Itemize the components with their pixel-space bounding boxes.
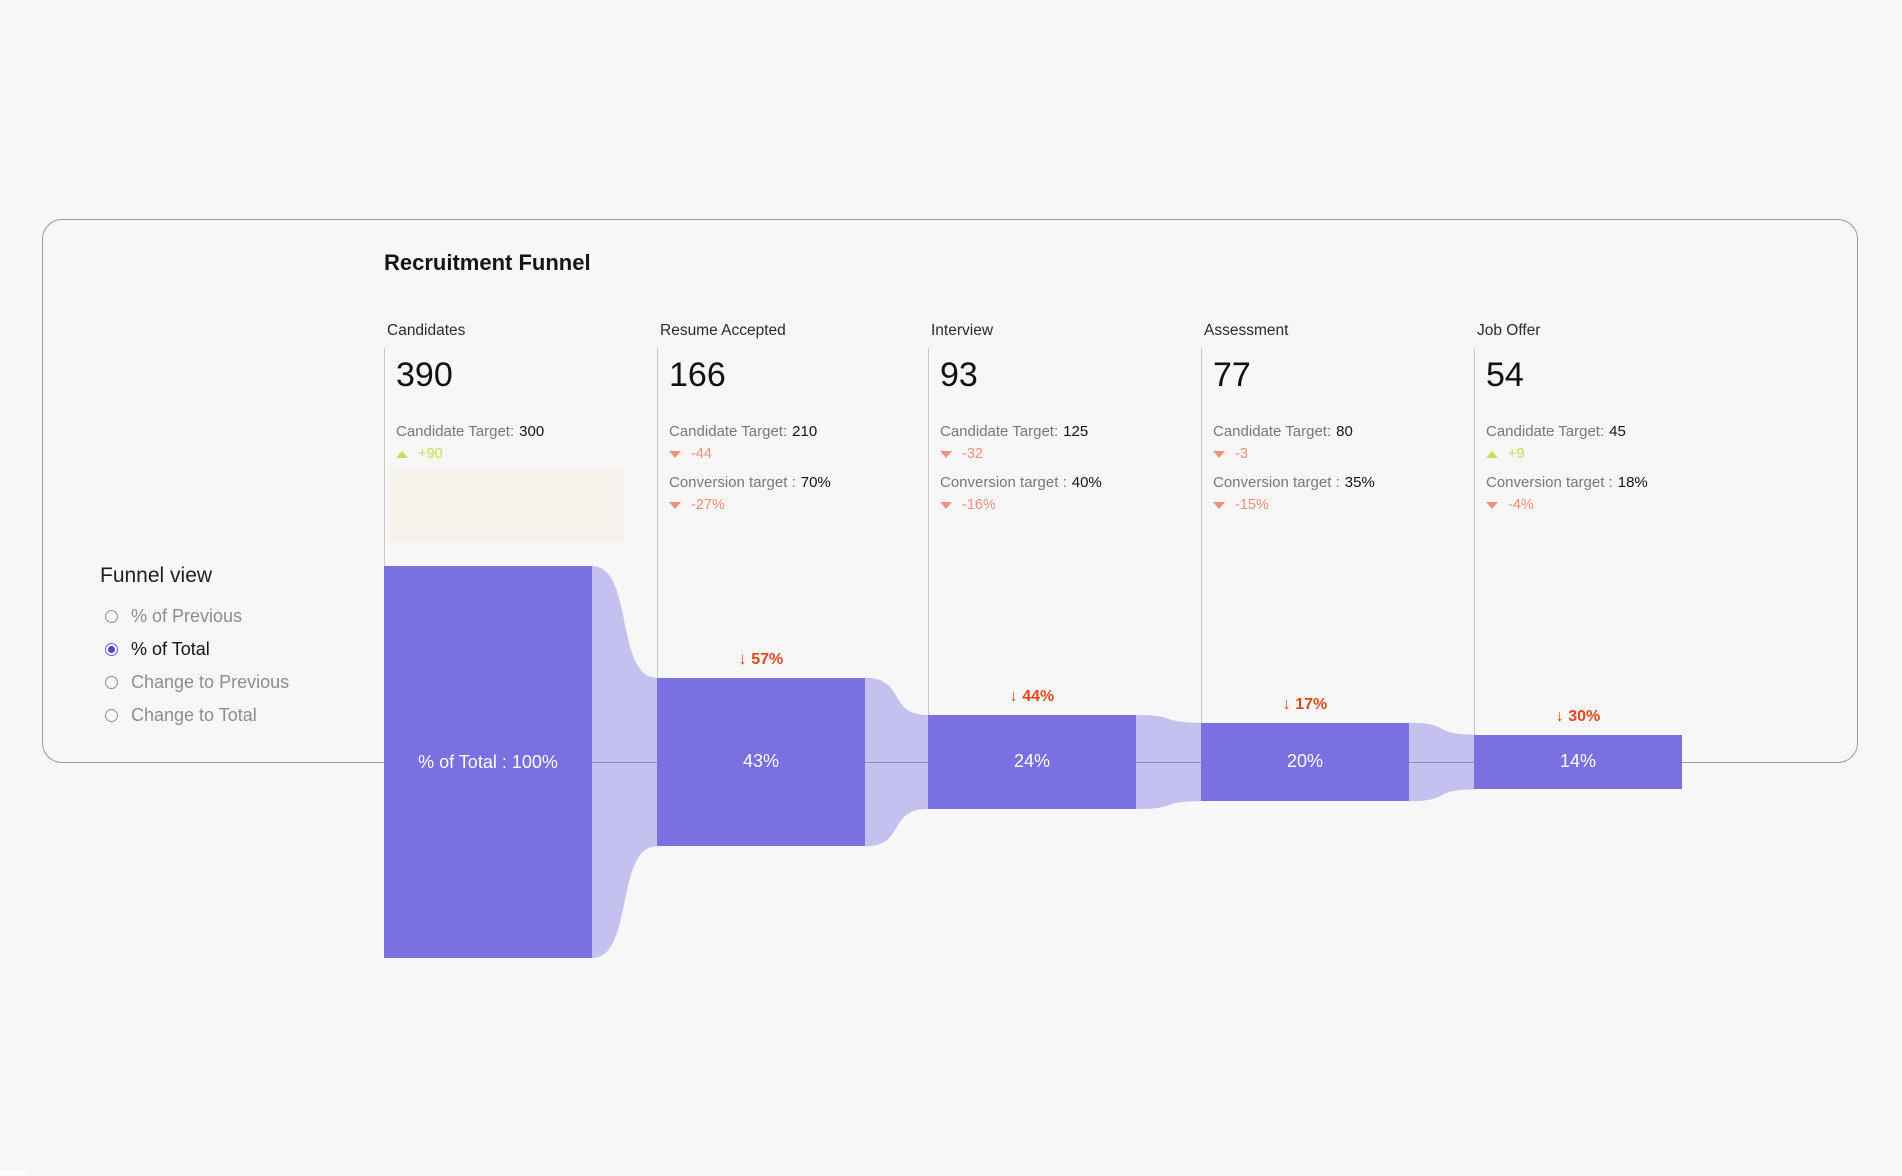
stage-column-job-offer: Job Offer 54 Candidate Target: 45 +9 Conv… (1474, 0, 1747, 1176)
candidate-target-delta: +9 (1486, 446, 1525, 462)
conversion-target: Conversion target :35% (1213, 474, 1375, 491)
funnel-bar-label: 43% (742, 751, 780, 772)
conversion-target: Conversion target :70% (669, 474, 831, 491)
column-separator (657, 348, 658, 678)
conversion-target-delta: -15% (1213, 497, 1269, 513)
funnel-bar-label: % of Total : 100% (418, 751, 558, 772)
candidate-target-delta: -32 (940, 446, 983, 462)
candidate-target-delta: -3 (1213, 446, 1248, 462)
funnel-view-panel: Funnel view % of Previous % of Total Cha… (100, 564, 360, 732)
drop-percentage-label: ↓ 30% (1555, 707, 1601, 725)
funnel-bar-resume-accepted[interactable]: 43% (657, 677, 865, 847)
triangle-up-icon (1486, 450, 1498, 458)
column-separator (1474, 348, 1475, 735)
triangle-down-icon (669, 501, 681, 509)
stage-value: 93 (940, 356, 978, 394)
conversion-target-delta: -4% (1486, 497, 1534, 513)
conversion-target: Conversion target :18% (1486, 474, 1648, 491)
drop-percentage-label: ↓ 57% (738, 650, 784, 668)
candidate-target-delta: +90 (396, 446, 443, 462)
column-separator (928, 348, 929, 715)
radio-option-pct-of-previous[interactable]: % of Previous (100, 600, 360, 633)
conversion-target-delta: -16% (940, 497, 996, 513)
stage-label: Assessment (1204, 322, 1289, 339)
stage-column-assessment: Assessment 77 Candidate Target: 80 -3 Con… (1201, 0, 1474, 1176)
radio-option-change-to-previous[interactable]: Change to Previous (100, 666, 360, 699)
candidate-target: Candidate Target: 210 (669, 423, 818, 440)
conversion-target: Conversion target :40% (940, 474, 1102, 491)
funnel-bar-assessment[interactable]: 20% (1201, 722, 1409, 802)
triangle-down-icon (940, 501, 952, 509)
stage-column-candidates: Candidates 390 Candidate Target: 300 +90 (384, 0, 657, 1176)
candidate-target: Candidate Target: 300 (396, 423, 545, 440)
funnel-bar-label: 14% (1559, 751, 1597, 772)
stage-label: Interview (931, 322, 994, 339)
funnel-bar-job-offer[interactable]: 14% (1474, 734, 1682, 790)
stage-label: Job Offer (1477, 322, 1541, 339)
conversion-target-delta: -27% (669, 497, 725, 513)
candidate-target: Candidate Target: 125 (940, 423, 1089, 440)
radio-option-label: % of Total (131, 639, 210, 659)
funnel-bar-label: 20% (1286, 751, 1324, 772)
triangle-down-icon (669, 450, 681, 458)
funnel-bar-candidates[interactable]: % of Total : 100% (384, 566, 592, 958)
triangle-down-icon (1486, 501, 1498, 509)
radio-icon[interactable] (105, 643, 118, 656)
column-separator (384, 348, 385, 566)
candidate-target: Candidate Target: 45 (1486, 423, 1626, 440)
radio-icon[interactable] (105, 676, 118, 689)
triangle-down-icon (1213, 450, 1225, 458)
radio-icon[interactable] (105, 610, 118, 623)
chart-title: Recruitment Funnel (384, 250, 591, 275)
triangle-up-icon (396, 450, 408, 458)
drop-percentage-label: ↓ 17% (1282, 695, 1328, 713)
column-separator (1201, 348, 1202, 723)
triangle-down-icon (1213, 501, 1225, 509)
funnel-bar-label: 24% (1013, 751, 1051, 772)
radio-icon[interactable] (105, 709, 118, 722)
stage-label: Resume Accepted (660, 322, 786, 339)
radio-option-label: Change to Total (131, 705, 257, 725)
radio-option-label: % of Previous (131, 606, 243, 626)
funnel-view-heading: Funnel view (100, 564, 213, 587)
radio-option-pct-of-total[interactable]: % of Total (100, 633, 360, 666)
stage-value: 77 (1213, 356, 1251, 394)
stage-value: 390 (396, 356, 453, 394)
funnel-bar-interview[interactable]: 24% (928, 714, 1136, 810)
placeholder-box (390, 469, 623, 542)
radio-option-change-to-total[interactable]: Change to Total (100, 699, 360, 732)
stage-value: 54 (1486, 356, 1524, 394)
candidate-target-delta: -44 (669, 446, 712, 462)
stage-column-resume-accepted: Resume Accepted 166 Candidate Target: 210… (657, 0, 930, 1176)
stage-value: 166 (669, 356, 726, 394)
stage-column-interview: Interview 93 Candidate Target: 125 -32 Co… (928, 0, 1201, 1176)
candidate-target: Candidate Target: 80 (1213, 423, 1353, 440)
drop-percentage-label: ↓ 44% (1009, 687, 1055, 705)
radio-option-label: Change to Previous (131, 672, 290, 692)
stage-label: Candidates (387, 322, 466, 339)
bottom-strip (0, 1170, 28, 1176)
triangle-down-icon (940, 450, 952, 458)
